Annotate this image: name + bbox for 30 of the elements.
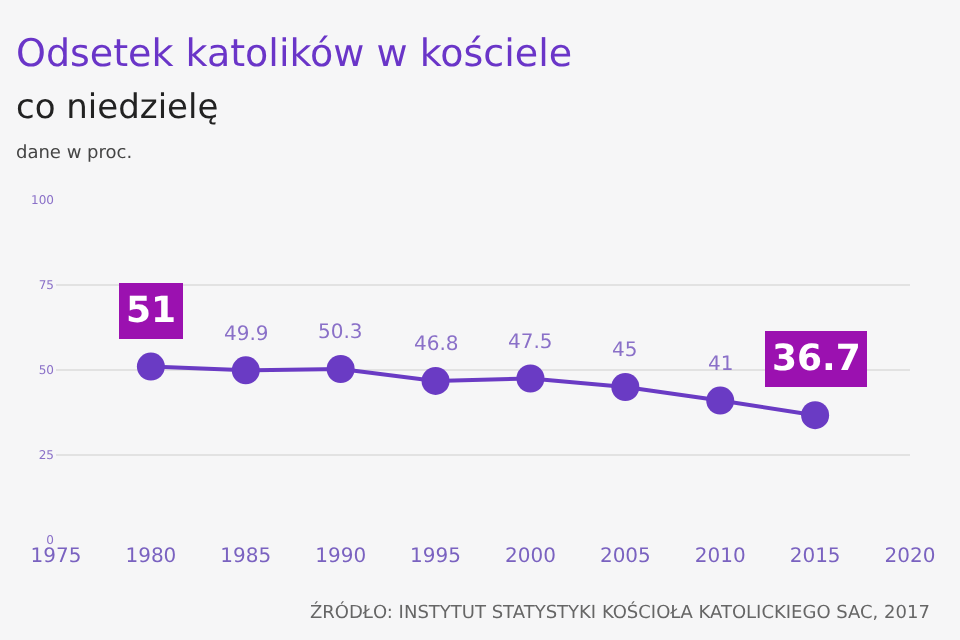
x-tick-label: 2005 [599, 546, 651, 568]
x-tick-label: 1975 [30, 546, 82, 568]
chart-subtitle: co niedzielę [16, 88, 219, 128]
x-tick-label: 1985 [220, 546, 272, 568]
data-label: 47.5 [508, 332, 553, 354]
data-label: 49.9 [224, 324, 269, 346]
x-tick-label: 2000 [504, 546, 556, 568]
chart-title: Odsetek katolików w kościele [16, 32, 573, 76]
data-label: 45 [612, 340, 638, 362]
point [611, 373, 640, 401]
data-label: 46.8 [414, 334, 459, 356]
x-tick-label: 1980 [125, 546, 177, 568]
x-tick-label: 2015 [789, 546, 841, 568]
point [706, 386, 735, 415]
point [516, 364, 545, 393]
x-tick-label: 1995 [410, 546, 462, 568]
data-label: 50.3 [318, 322, 363, 344]
point [326, 354, 355, 383]
point [421, 366, 450, 395]
x-tick-label: 2010 [694, 546, 746, 568]
data-label: 41 [708, 354, 734, 376]
text: ŹRÓDŁO: INSTYTUT STATYSTYKI KOŚCIOŁA KATOLICKIEGO SAC, 2017 [310, 600, 930, 624]
point [801, 401, 830, 430]
data-label: 51 [126, 290, 177, 332]
x-tick-label: 2020 [884, 546, 936, 568]
y-axis-title: dane w proc. [16, 144, 133, 164]
x-tick-label: 1990 [315, 546, 367, 568]
point [231, 356, 260, 385]
point [136, 352, 165, 381]
data-label: 36.7 [772, 338, 861, 380]
